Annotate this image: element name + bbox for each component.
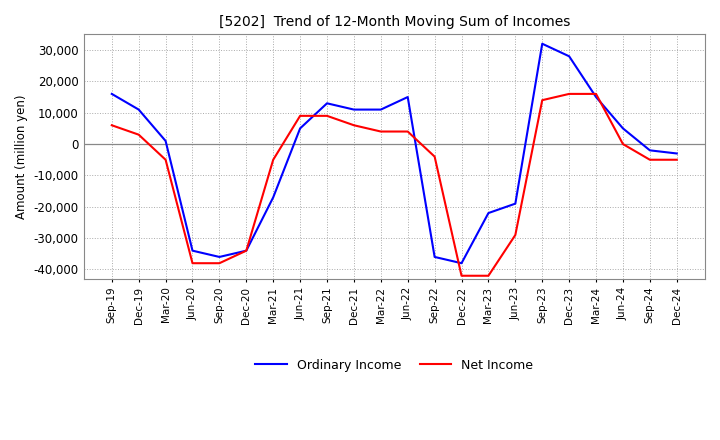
Net Income <box>538 98 546 103</box>
Net Income <box>135 132 143 137</box>
Ordinary Income <box>511 201 520 206</box>
Ordinary Income <box>107 91 116 96</box>
Net Income <box>431 154 439 159</box>
Ordinary Income <box>350 107 359 112</box>
Ordinary Income <box>618 126 627 131</box>
Line: Net Income: Net Income <box>112 94 677 276</box>
Ordinary Income <box>296 126 305 131</box>
Net Income <box>618 141 627 147</box>
Ordinary Income <box>457 260 466 266</box>
Ordinary Income <box>269 195 277 200</box>
Net Income <box>269 157 277 162</box>
Title: [5202]  Trend of 12-Month Moving Sum of Incomes: [5202] Trend of 12-Month Moving Sum of I… <box>219 15 570 29</box>
Ordinary Income <box>646 148 654 153</box>
Ordinary Income <box>135 107 143 112</box>
Net Income <box>350 123 359 128</box>
Net Income <box>564 91 573 96</box>
Net Income <box>242 248 251 253</box>
Net Income <box>403 129 412 134</box>
Net Income <box>592 91 600 96</box>
Net Income <box>323 113 331 118</box>
Legend: Ordinary Income, Net Income: Ordinary Income, Net Income <box>251 354 538 377</box>
Ordinary Income <box>161 138 170 143</box>
Net Income <box>672 157 681 162</box>
Ordinary Income <box>403 95 412 100</box>
Ordinary Income <box>484 210 492 216</box>
Net Income <box>161 157 170 162</box>
Net Income <box>484 273 492 279</box>
Net Income <box>215 260 224 266</box>
Net Income <box>188 260 197 266</box>
Ordinary Income <box>377 107 385 112</box>
Y-axis label: Amount (million yen): Amount (million yen) <box>15 94 28 219</box>
Net Income <box>296 113 305 118</box>
Ordinary Income <box>592 95 600 100</box>
Net Income <box>511 232 520 238</box>
Ordinary Income <box>538 41 546 46</box>
Net Income <box>646 157 654 162</box>
Ordinary Income <box>242 248 251 253</box>
Ordinary Income <box>564 54 573 59</box>
Ordinary Income <box>323 101 331 106</box>
Ordinary Income <box>188 248 197 253</box>
Ordinary Income <box>215 254 224 260</box>
Net Income <box>377 129 385 134</box>
Line: Ordinary Income: Ordinary Income <box>112 44 677 263</box>
Ordinary Income <box>672 151 681 156</box>
Net Income <box>457 273 466 279</box>
Ordinary Income <box>431 254 439 260</box>
Net Income <box>107 123 116 128</box>
